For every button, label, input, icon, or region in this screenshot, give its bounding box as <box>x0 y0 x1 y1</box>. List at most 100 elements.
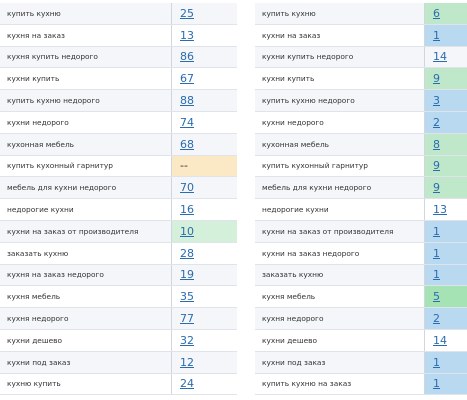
table-row: кухни на заказ от производителя 1 <box>255 221 467 243</box>
table-row: купить кухонный гарнитур 9 <box>255 155 467 178</box>
table-row: мебель для кухни недорого 9 <box>255 177 467 200</box>
table-row: кухня купить недорого 86 <box>0 46 237 69</box>
position-link[interactable]: 13 <box>433 203 447 217</box>
keyword-cell: кухни на заказ недорого <box>255 242 425 264</box>
position-link[interactable]: 8 <box>425 133 467 155</box>
keyword-cell: кухня на заказ недорого <box>0 264 172 286</box>
position-link[interactable]: 9 <box>425 155 467 177</box>
table-row: кухни дешево 32 <box>0 330 237 352</box>
keyword-cell: кухня мебель <box>0 286 172 308</box>
keyword-cell: недорогие кухни <box>255 199 425 220</box>
position-link[interactable]: 16 <box>180 203 194 217</box>
table-row: заказать кухню 28 <box>0 242 237 265</box>
position-link[interactable]: 1 <box>425 221 467 242</box>
position-link[interactable]: 86 <box>180 50 194 64</box>
table-row: кухни недорого 2 <box>255 112 467 134</box>
keyword-cell: купить кухню <box>255 3 425 24</box>
position-link[interactable]: 6 <box>425 3 467 24</box>
keyword-cell: мебель для кухни недорого <box>255 177 425 199</box>
table-row: кухня на заказ 13 <box>0 24 237 47</box>
table-row: купить кухню 6 <box>255 3 467 25</box>
keyword-cell: кухни под заказ <box>0 351 172 373</box>
position-link[interactable]: 5 <box>425 286 467 308</box>
position-link[interactable]: 19 <box>180 268 194 282</box>
keyword-cell: недорогие кухни <box>0 199 172 220</box>
table-row: кухня недорого 77 <box>0 308 237 330</box>
position-link[interactable]: 1 <box>425 351 467 373</box>
position-link[interactable]: 32 <box>180 333 194 347</box>
keyword-cell: кухня недорого <box>255 308 425 329</box>
table-row: кухня мебель 35 <box>0 286 237 309</box>
table-row: кухни на заказ от производителя 10 <box>0 221 237 243</box>
position-link[interactable]: 9 <box>425 177 467 199</box>
position-link[interactable]: 74 <box>180 115 194 129</box>
keyword-cell: кухонная мебель <box>255 133 425 155</box>
keyword-cell: купить кухню <box>0 3 172 24</box>
keyword-cell: купить кухню недорого <box>0 90 172 111</box>
keyword-cell: купить кухонный гарнитур <box>0 155 172 177</box>
table-row: кухню купить 24 <box>0 373 237 396</box>
keyword-cell: кухня недорого <box>0 308 172 329</box>
keyword-cell: мебель для кухни недорого <box>0 177 172 199</box>
keyword-cell: кухни купить <box>0 68 172 90</box>
position-link[interactable]: 35 <box>180 290 194 304</box>
table-row: недорогие кухни 13 <box>255 199 467 221</box>
keyword-cell: кухни на заказ от производителя <box>255 221 425 242</box>
keyword-cell: кухня на заказ <box>0 24 172 46</box>
keyword-cell: заказать кухню <box>0 242 172 264</box>
table-row: недорогие кухни 16 <box>0 199 237 221</box>
table-row: купить кухню недорого 88 <box>0 90 237 112</box>
keyword-cell: кухни под заказ <box>255 351 425 373</box>
table-row: кухни купить 67 <box>0 68 237 91</box>
keyword-cell: купить кухню недорого <box>255 90 425 111</box>
position-link[interactable]: 1 <box>425 24 467 46</box>
position-link[interactable]: 67 <box>180 72 194 86</box>
position-link[interactable]: 14 <box>433 50 447 64</box>
table-row: мебель для кухни недорого 70 <box>0 177 237 200</box>
position-link[interactable]: 13 <box>180 28 194 42</box>
table-row: кухни под заказ 1 <box>255 351 467 374</box>
table-row: кухня мебель 5 <box>255 286 467 309</box>
position-link[interactable]: 2 <box>425 308 467 329</box>
position-link[interactable]: 70 <box>180 181 194 195</box>
table-row: кухни недорого 74 <box>0 112 237 134</box>
keyword-cell: кухни недорого <box>0 112 172 133</box>
position-link[interactable]: 14 <box>433 333 447 347</box>
table-row: кухни на заказ недорого 1 <box>255 242 467 265</box>
table-row: кухни на заказ 1 <box>255 24 467 47</box>
table-row: кухни купить недорого 14 <box>255 46 467 69</box>
position-link[interactable]: 9 <box>425 68 467 90</box>
position-link[interactable]: 25 <box>180 6 194 20</box>
position-link[interactable]: 1 <box>425 264 467 286</box>
position-link[interactable]: 88 <box>180 94 194 108</box>
table-row: кухни купить 9 <box>255 68 467 91</box>
keyword-cell: кухонная мебель <box>0 133 172 155</box>
position-link[interactable]: 68 <box>180 137 194 151</box>
table-row: кухня на заказ недорого 19 <box>0 264 237 287</box>
table-row: купить кухню недорого 3 <box>255 90 467 112</box>
table-row: кухни дешево 14 <box>255 330 467 352</box>
table-row: кухонная мебель 8 <box>255 133 467 156</box>
position-link[interactable]: 1 <box>425 242 467 264</box>
table-row: кухонная мебель 68 <box>0 133 237 156</box>
table-row: заказать кухню 1 <box>255 264 467 287</box>
position-link[interactable]: 3 <box>425 90 467 111</box>
position-link[interactable]: 12 <box>180 355 194 369</box>
position-link[interactable]: 10 <box>172 221 237 242</box>
keyword-cell: кухню купить <box>0 373 172 395</box>
keyword-cell: кухня купить недорого <box>0 46 172 68</box>
table-row: купить кухню 25 <box>0 3 237 25</box>
keyword-cell: купить кухонный гарнитур <box>255 155 425 177</box>
position-link[interactable]: 24 <box>180 377 194 391</box>
position-link[interactable]: 2 <box>425 112 467 133</box>
position-link: -- <box>172 155 237 177</box>
keyword-cell: кухни на заказ от производителя <box>0 221 172 242</box>
keyword-cell: купить кухню на заказ <box>255 373 425 395</box>
table-row: купить кухню на заказ 1 <box>255 373 467 396</box>
position-link[interactable]: 1 <box>425 373 467 395</box>
position-link[interactable]: 28 <box>180 246 194 260</box>
table-row: кухни под заказ 12 <box>0 351 237 374</box>
keyword-cell: кухни купить <box>255 68 425 90</box>
position-link[interactable]: 77 <box>180 312 194 326</box>
